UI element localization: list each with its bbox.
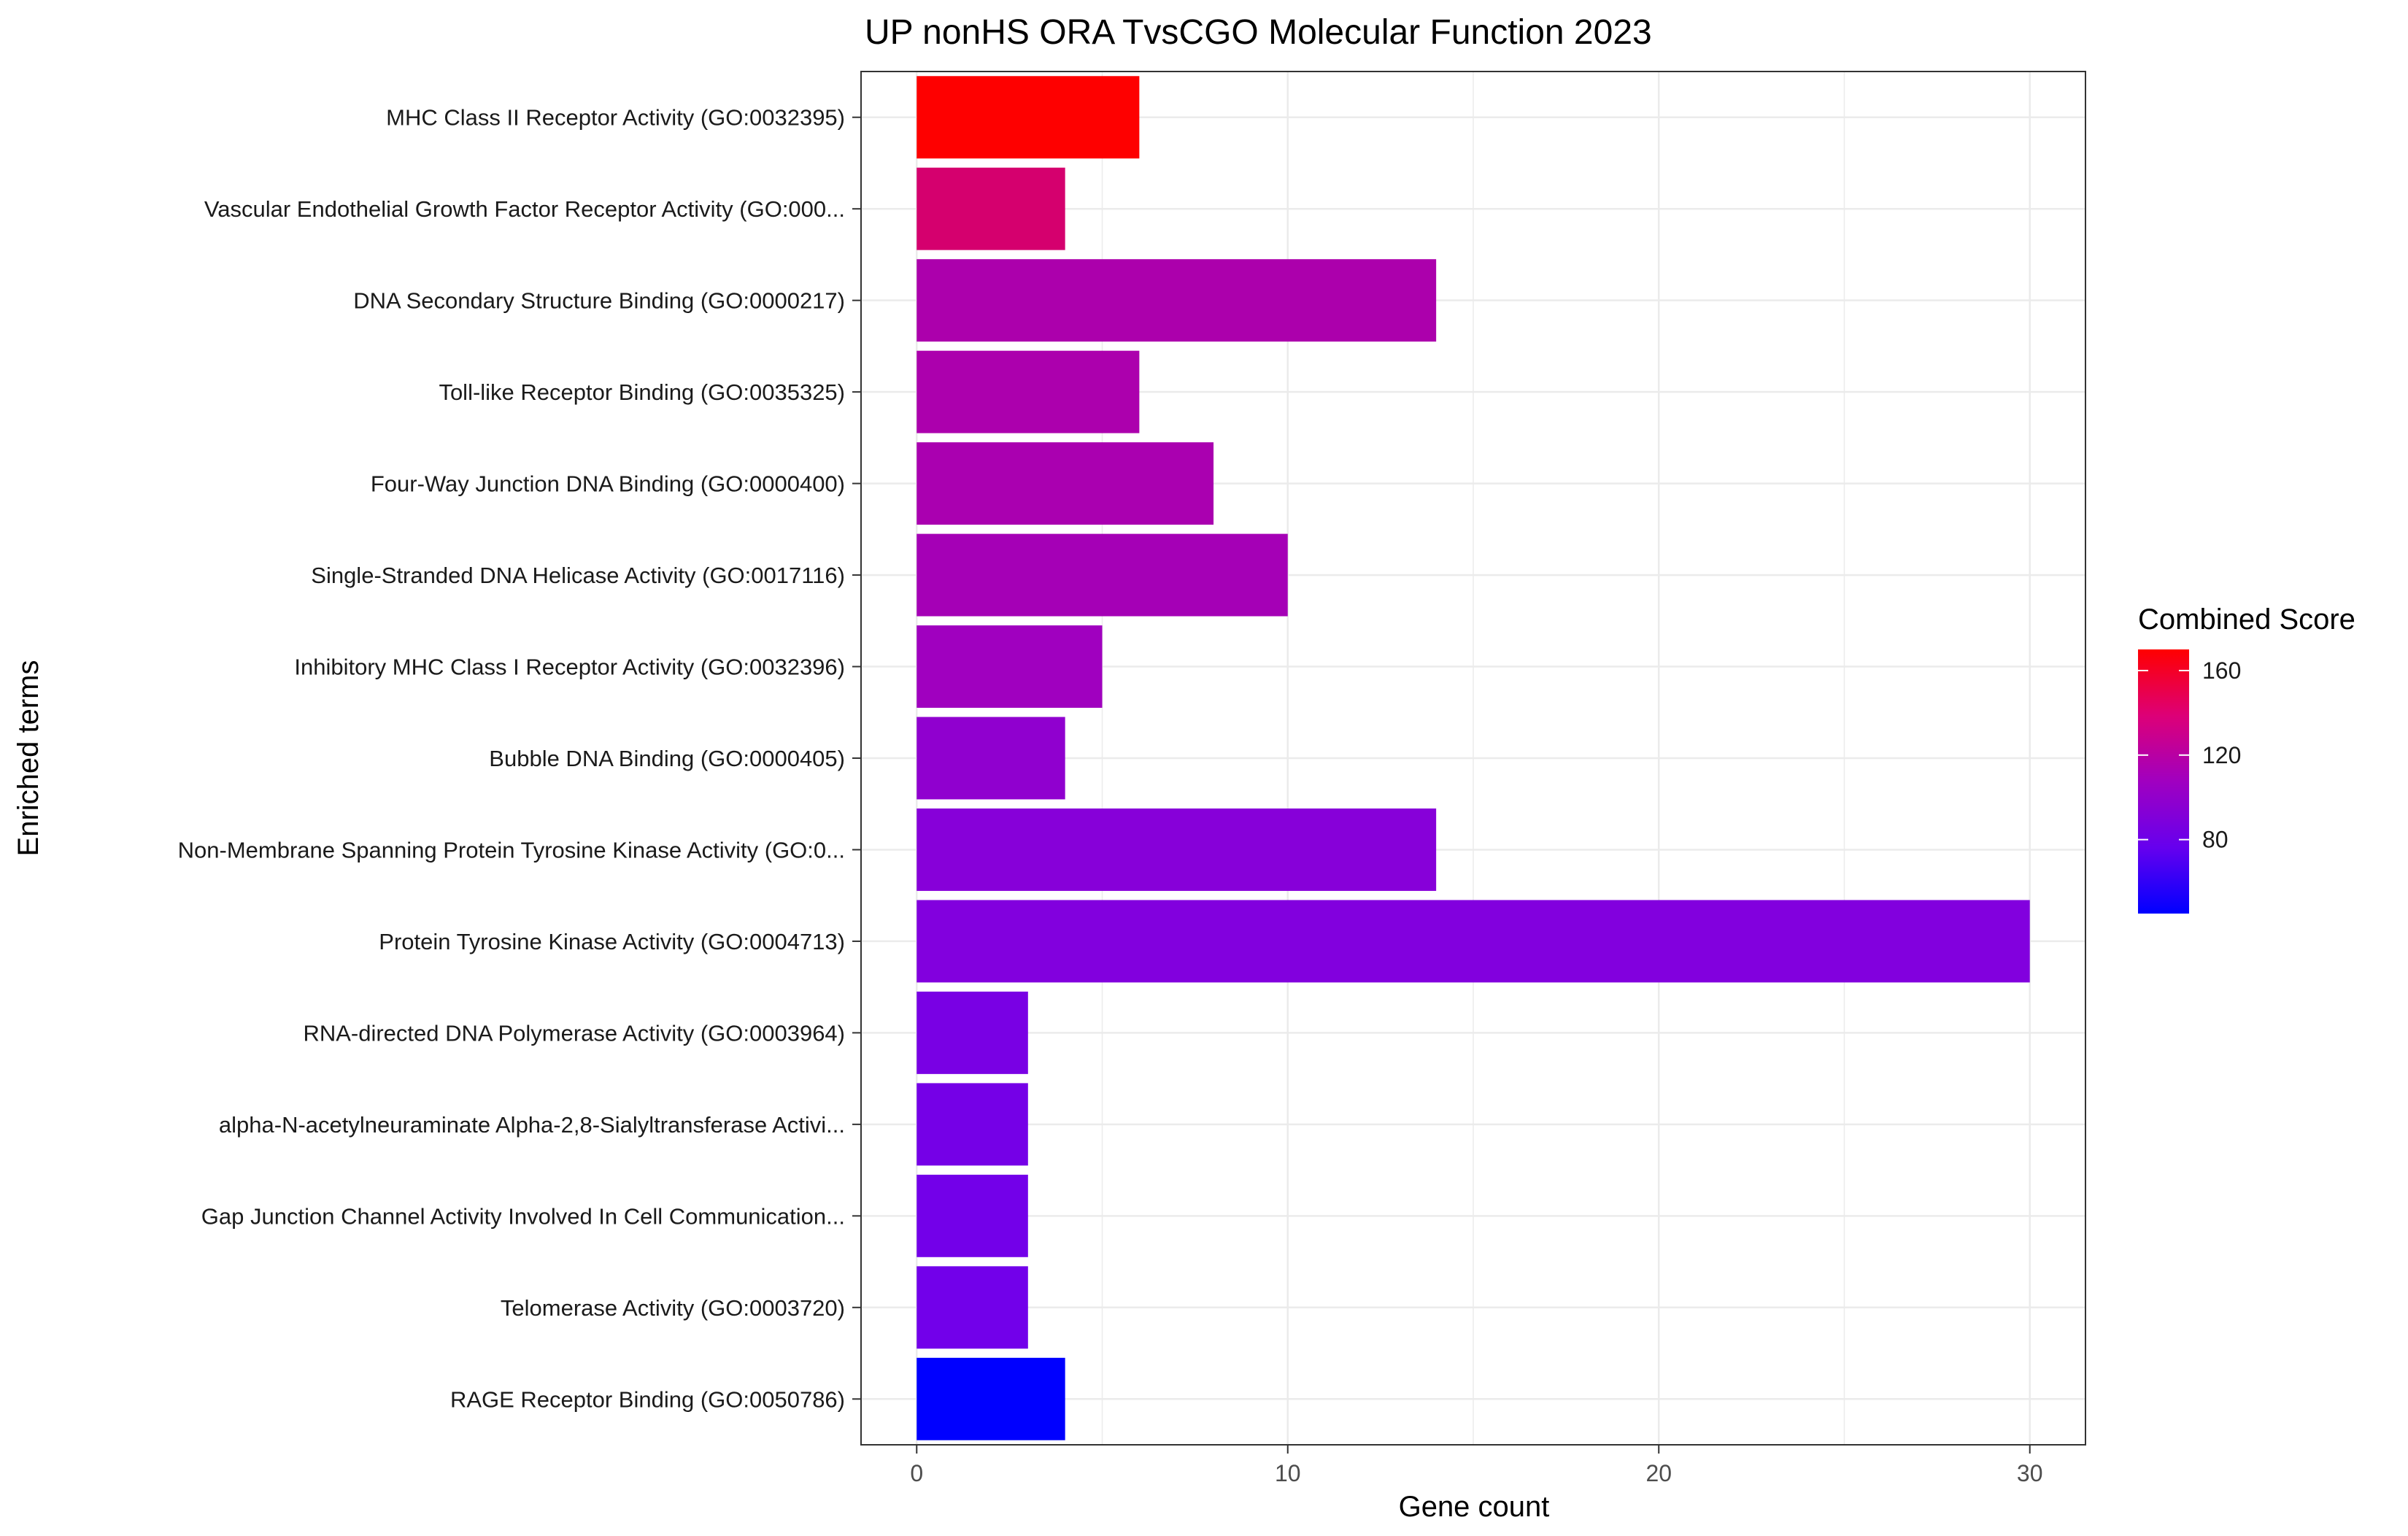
legend: Combined Score 80 120 160: [2138, 603, 2355, 914]
legend-tick-label: 80: [2202, 827, 2228, 853]
bar-15: [916, 1357, 1065, 1440]
x-axis: 0 10 20 30: [910, 1445, 2043, 1486]
y-tick-label: Single-Stranded DNA Helicase Activity (G…: [311, 563, 845, 588]
y-tick-label: MHC Class II Receptor Activity (GO:00323…: [386, 105, 845, 131]
bar-6: [916, 533, 1288, 617]
bar-7: [916, 625, 1103, 708]
chart-title: UP nonHS ORA TvsCGO Molecular Function 2…: [865, 13, 1652, 52]
legend-ticks: 80 120 160: [2138, 657, 2241, 853]
legend-tick-label: 120: [2202, 742, 2241, 768]
y-tick-label: Non-Membrane Spanning Protein Tyrosine K…: [178, 837, 845, 862]
y-tick-label: RAGE Receptor Binding (GO:0050786): [450, 1386, 845, 1412]
y-tick-label: RNA-directed DNA Polymerase Activity (GO…: [303, 1020, 845, 1046]
y-tick-label: Gap Junction Channel Activity Involved I…: [201, 1203, 845, 1229]
bar-13: [916, 1174, 1028, 1257]
y-tick-label: Telomerase Activity (GO:0003720): [501, 1295, 845, 1321]
legend-title: Combined Score: [2138, 603, 2355, 636]
y-tick-label: Four-Way Junction DNA Binding (GO:000040…: [371, 471, 845, 497]
y-tick-label: Inhibitory MHC Class I Receptor Activity…: [294, 655, 845, 680]
y-tick-label: Vascular Endothelial Growth Factor Recep…: [204, 196, 845, 222]
y-axis: MHC Class II Receptor Activity (GO:00323…: [178, 105, 861, 1412]
y-tick-label: DNA Secondary Structure Binding (GO:0000…: [353, 288, 845, 314]
y-tick-label: alpha-N-acetylneuraminate Alpha-2,8-Sial…: [219, 1112, 845, 1138]
legend-colorbar: [2138, 649, 2189, 914]
bars: [916, 76, 2030, 1440]
bar-2: [916, 167, 1065, 250]
bar-10: [916, 900, 2030, 983]
x-tick-label: 30: [2017, 1460, 2043, 1486]
bar-14: [916, 1266, 1028, 1349]
x-axis-title: Gene count: [1399, 1491, 1550, 1523]
bar-3: [916, 259, 1437, 342]
bar-1: [916, 76, 1140, 159]
bar-5: [916, 442, 1214, 525]
y-axis-title: Enriched terms: [12, 660, 45, 857]
bar-9: [916, 808, 1437, 891]
bar-11: [916, 991, 1028, 1074]
legend-tick-label: 160: [2202, 657, 2241, 684]
x-tick-label: 20: [1645, 1460, 1672, 1486]
y-tick-label: Protein Tyrosine Kinase Activity (GO:000…: [379, 929, 845, 954]
x-tick-label: 0: [910, 1460, 923, 1486]
x-tick-label: 10: [1275, 1460, 1301, 1486]
bar-8: [916, 717, 1065, 800]
bar-12: [916, 1083, 1028, 1166]
y-tick-label: Toll-like Receptor Binding (GO:0035325): [439, 379, 845, 405]
bar-4: [916, 350, 1140, 433]
y-tick-label: Bubble DNA Binding (GO:0000405): [489, 746, 845, 771]
